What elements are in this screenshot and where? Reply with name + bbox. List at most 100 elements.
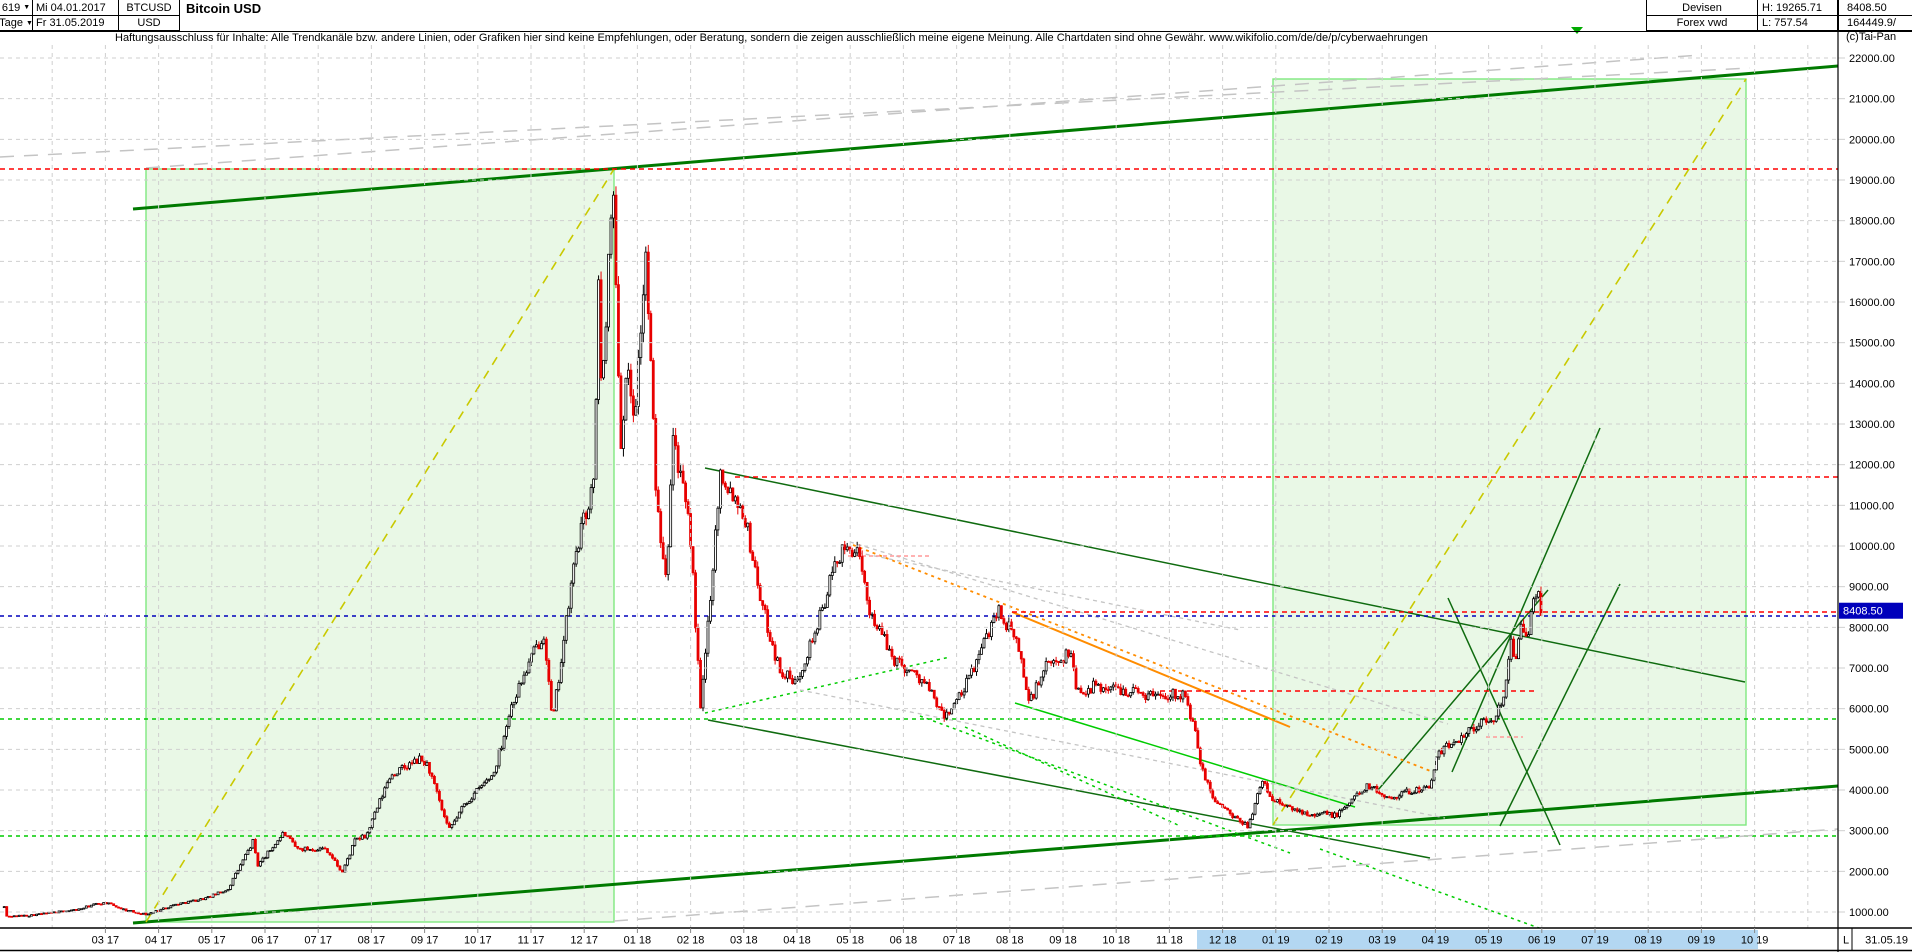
date-label: 01 18 [624,935,652,947]
date-label: 09 18 [1049,935,1077,947]
orange-downtrend-solid [1011,611,1291,728]
date-label: 02 18 [677,935,705,947]
date-label: 05 17 [198,935,226,947]
price-label: 22000.00 [1849,53,1895,65]
date-label: 10 17 [464,935,492,947]
date-label: 08 18 [996,935,1024,947]
header-divider [0,31,1912,32]
bright-green-down-dotted-1 [919,715,1291,854]
date-axis[interactable]: 03 17 04 17 05 17 06 17 07 17 08 17 09 17 10 17… [92,928,1908,950]
channel-box-border [1272,78,1747,826]
date-label: 05 18 [836,935,864,947]
date-label: 04 19 [1422,935,1450,947]
last-bar-date: 31.05.19 [1865,935,1908,947]
downtrend-from-12k [704,467,1746,683]
price-label: 11000.00 [1849,500,1894,512]
date-label: 01 19 [1262,935,1290,947]
currency-label: USD [119,16,180,31]
date-label: 12 17 [570,935,598,947]
date-label: 09 17 [411,935,439,947]
price-label: 16000.00 [1849,297,1895,309]
date-label: 04 18 [783,935,811,947]
period-dropdown[interactable]: Tage ▼ [0,16,33,31]
gray-parallel-top-2 [0,67,1751,158]
page-title: Bitcoin USD [186,0,262,16]
date-label: 06 17 [251,935,279,947]
downtrend-from-feb18-low [707,719,1431,859]
volume-value: 164449.9/ [1838,16,1912,31]
price-label: 3000.00 [1849,826,1889,838]
low-value: L: 757.54 [1758,16,1838,31]
date-label: 07 17 [304,935,332,947]
grid [0,45,1845,928]
date-label: 09 19 [1688,935,1716,947]
rally-counter-down [1447,597,1561,846]
date-label: 10 18 [1102,935,1130,947]
trendline-exit-marker-icon [1571,27,1583,34]
date-from-field[interactable]: Mi 04.01.2017 [33,0,119,16]
date-label: 04 17 [145,935,173,947]
chevron-down-icon: ▼ [23,4,31,11]
date-label: 03 17 [92,935,120,947]
plot-area[interactable] [0,54,1838,950]
current-price-tag [1839,602,1903,619]
copyright-label: (c)Tai-Pan [1846,31,1897,43]
price-label: 1000.00 [1849,907,1889,919]
gray-support-rising [613,828,1838,922]
price-axis[interactable]: 1000.00 2000.00 3000.00 4000.00 5000.00 6000.… [1839,53,1903,919]
price-label: 10000.00 [1849,541,1895,553]
last-bar-marker: L [1843,935,1849,947]
date-label: 06 18 [890,935,918,947]
price-label: 4000.00 [1849,785,1889,797]
symbol-label: BTCUSD [119,0,180,16]
gray-fan-1 [849,541,1449,725]
price-label: 21000.00 [1849,94,1895,106]
price-label: 20000.00 [1849,134,1895,146]
trend-lines[interactable] [0,54,1838,950]
price-label: 13000.00 [1849,419,1895,431]
candlestick-series [2,186,1543,918]
last-price-value: 8408.50 [1838,0,1912,16]
channel-top-thick [132,64,1838,211]
price-label: 17000.00 [1849,256,1895,268]
price-label: 6000.00 [1849,704,1889,716]
price-label: 12000.00 [1849,460,1895,472]
price-label: 5000.00 [1849,744,1889,756]
price-label: 8000.00 [1849,622,1889,634]
gray-fan-2 [849,550,1241,631]
date-label: 06 19 [1528,935,1556,947]
date-label: 02 19 [1315,935,1343,947]
price-label: 7000.00 [1849,663,1889,675]
selected-date-range[interactable] [1197,930,1758,949]
bars-count-dropdown[interactable]: 619 ▼ [0,0,33,16]
disclaimer-text: Haftungsausschluss für Inhalte: Alle Tre… [115,32,1428,44]
price-label: 15000.00 [1849,338,1895,350]
orange-downtrend-dotted [852,544,1434,773]
chevron-down-icon: ▼ [25,19,33,27]
rally-steep-1 [1451,427,1601,773]
bright-green-down-dotted-3 [1319,848,1542,928]
date-label: 07 19 [1581,935,1609,947]
price-label: 14000.00 [1849,378,1895,390]
date-label: 11 18 [1156,935,1183,947]
channel-bottom-thick [132,784,1838,925]
feed-label: Forex vwd [1646,16,1758,31]
date-label: 08 19 [1634,935,1662,947]
bright-green-down-dotted-2 [964,726,1181,827]
price-label: 18000.00 [1849,216,1895,228]
date-to-field[interactable]: Fr 31.05.2019 [33,16,119,31]
date-label: 12 18 [1209,935,1237,947]
date-label: 05 19 [1475,935,1503,947]
high-value: H: 19265.71 [1758,0,1838,16]
date-label: 08 17 [358,935,386,947]
gray-parallel-top-1 [145,54,1701,169]
date-label: 11 17 [518,935,545,947]
price-axis-gutter [1838,0,1912,952]
date-label: 07 18 [943,935,971,947]
gray-fan-3 [799,689,1446,819]
market-type-label: Devisen [1646,0,1758,16]
current-price-value: 8408.50 [1843,606,1883,618]
